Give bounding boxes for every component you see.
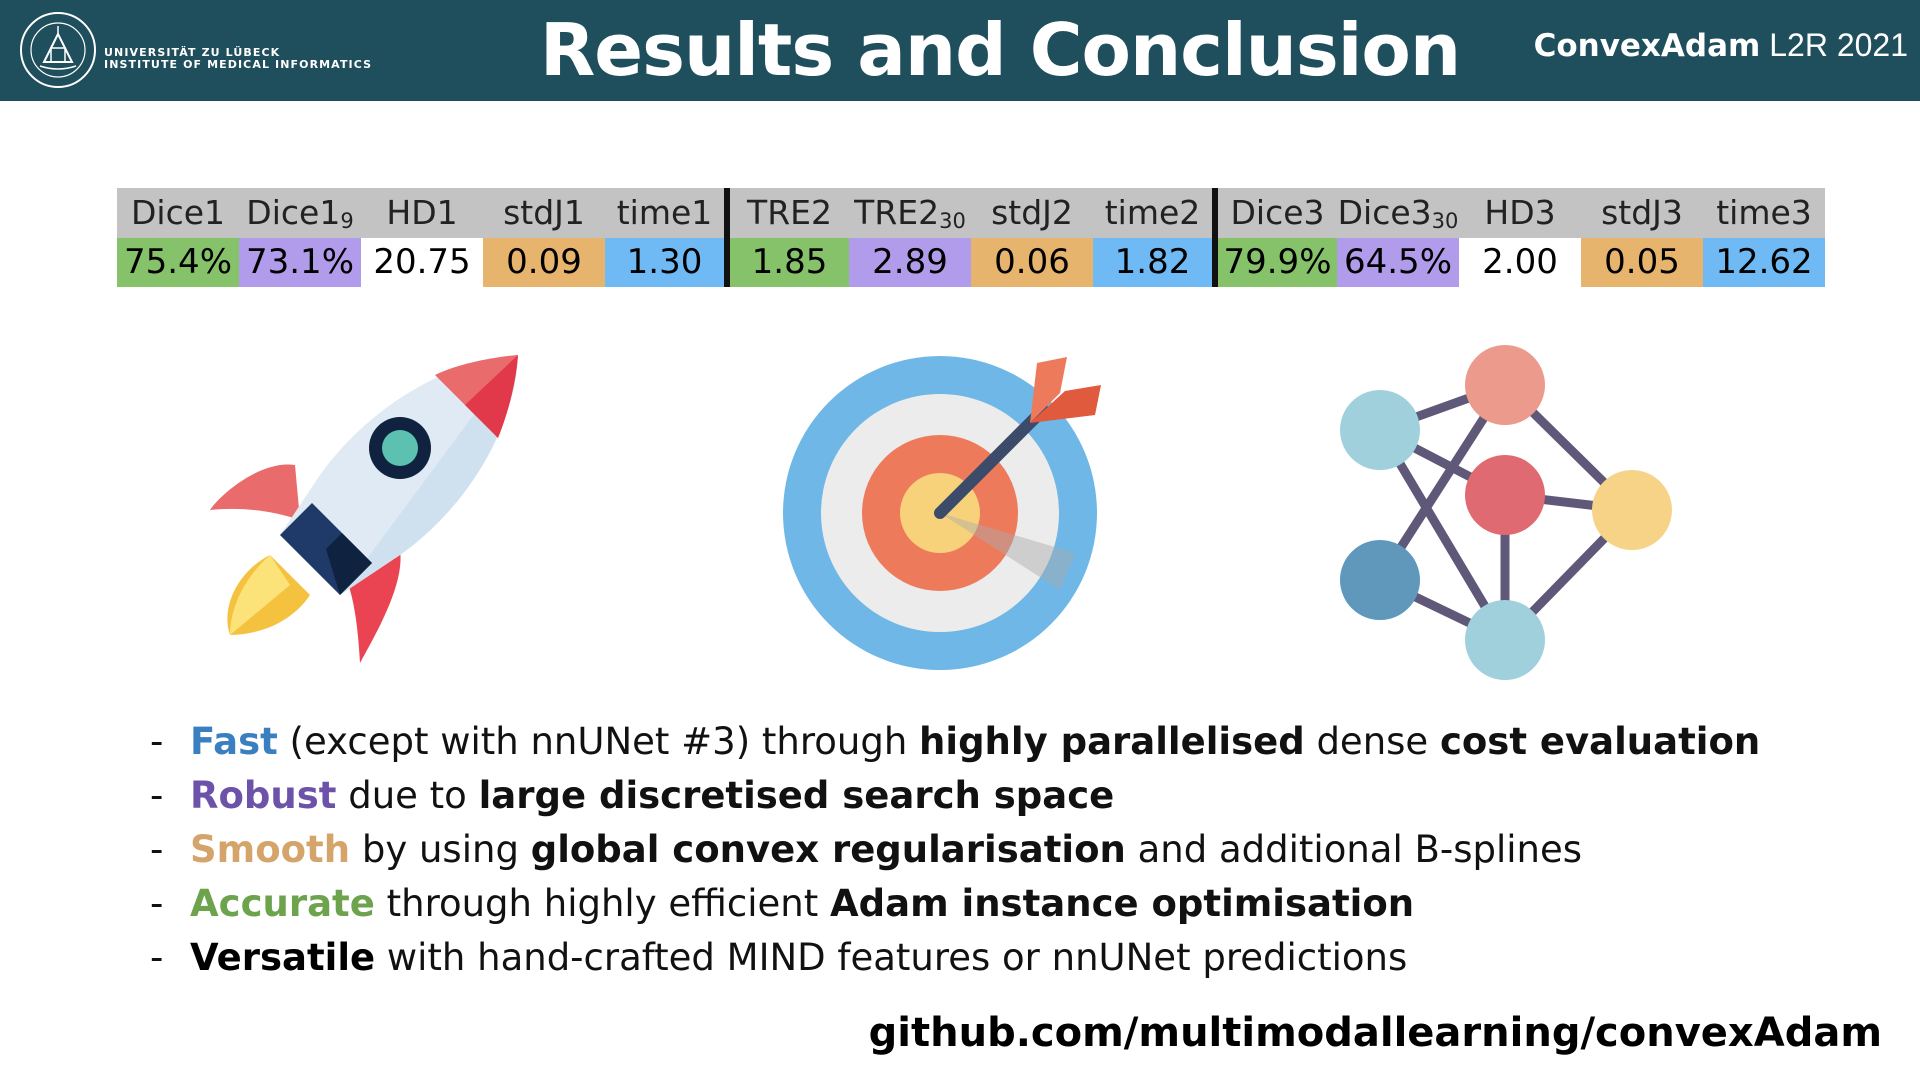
results-header-cell: HD1 xyxy=(361,188,483,238)
network-icon xyxy=(1330,340,1680,680)
header-label: Dice3 xyxy=(1337,192,1432,232)
page-title: Results and Conclusion xyxy=(539,8,1461,92)
results-header-cell: Dice330 xyxy=(1337,188,1459,238)
university-name: UNIVERSITÄT ZU LÜBECK INSTITUTE OF MEDIC… xyxy=(104,47,372,71)
rocket-icon xyxy=(200,345,540,675)
github-link[interactable]: github.com/multimodallearning/convexAdam xyxy=(868,1010,1882,1056)
brand-label: ConvexAdam L2R 2021 xyxy=(1534,27,1908,64)
bullet-dash: - xyxy=(150,882,164,925)
keyword-accurate: Accurate xyxy=(190,882,375,925)
university-line-1: UNIVERSITÄT ZU LÜBECK xyxy=(104,46,281,59)
results-header-cell: time2 xyxy=(1093,188,1215,238)
header-label: HD3 xyxy=(1484,193,1556,233)
header-label: Dice3 xyxy=(1230,193,1325,233)
results-header-cell: stdJ1 xyxy=(483,188,605,238)
results-header-cell: stdJ2 xyxy=(971,188,1093,238)
header-label: stdJ1 xyxy=(503,193,585,233)
results-value-cell: 12.62 xyxy=(1703,237,1825,287)
results-header-cell: TRE2 xyxy=(724,188,849,238)
bullet-robust: - Robust due to large discretised search … xyxy=(150,769,1800,823)
bullet-text: with hand-crafted MIND features or nnUNe… xyxy=(375,936,1408,979)
bullet-emphasis: cost evaluation xyxy=(1439,720,1761,763)
university-seal-icon xyxy=(18,10,98,90)
bullet-smooth: - Smooth by using global convex regularis… xyxy=(150,823,1800,877)
bullet-accurate: - Accurate through highly efficient Adam … xyxy=(150,877,1800,931)
university-line-2: INSTITUTE OF MEDICAL INFORMATICS xyxy=(104,58,373,71)
bullet-emphasis: large discretised search space xyxy=(478,774,1115,817)
results-value-cell: 2.89 xyxy=(849,237,971,287)
results-header-cell: Dice1 xyxy=(117,188,239,238)
header-label: stdJ3 xyxy=(1601,193,1683,233)
bullet-fast: - Fast (except with nnUNet #3) through hi… xyxy=(150,715,1800,769)
results-header-cell: TRE230 xyxy=(849,188,971,238)
header-label: TRE2 xyxy=(854,192,940,232)
bullet-text: (except with nnUNet #3) through xyxy=(277,720,920,763)
bullet-dash: - xyxy=(150,774,164,817)
results-header-cell: time1 xyxy=(605,188,727,238)
header-label: Dice1 xyxy=(246,192,341,232)
header-label: time1 xyxy=(616,193,713,233)
header-label: stdJ2 xyxy=(991,193,1073,233)
results-value-cell: 20.75 xyxy=(361,237,483,287)
bullet-versatile: - Versatile with hand-crafted MIND featur… xyxy=(150,931,1800,985)
results-value-cell: 1.30 xyxy=(605,237,727,287)
header-label: TRE2 xyxy=(747,193,832,233)
target-icon xyxy=(775,345,1115,675)
brand-suffix: L2R 2021 xyxy=(1769,27,1908,63)
results-header-cell: Dice19 xyxy=(239,188,361,238)
results-value-cell: 1.85 xyxy=(724,237,849,287)
results-value-cell: 79.9% xyxy=(1212,237,1337,287)
results-value-cell: 75.4% xyxy=(117,237,239,287)
header-label: HD1 xyxy=(386,193,458,233)
results-header-cell: time3 xyxy=(1703,188,1825,238)
header-bar: UNIVERSITÄT ZU LÜBECK INSTITUTE OF MEDIC… xyxy=(0,0,1920,101)
header-label: time2 xyxy=(1104,193,1201,233)
bullet-dash: - xyxy=(150,720,164,763)
results-header-cell: HD3 xyxy=(1459,188,1581,238)
brand-name: ConvexAdam xyxy=(1533,28,1761,64)
bullet-emphasis: global convex regularisation xyxy=(530,828,1126,871)
keyword-smooth: Smooth xyxy=(190,828,351,871)
keyword-versatile: Versatile xyxy=(190,936,376,979)
header-label: Dice1 xyxy=(130,193,226,233)
results-value-cell: 2.00 xyxy=(1459,237,1581,287)
bullet-dash: - xyxy=(150,828,164,871)
bullet-emphasis: Adam instance optimisation xyxy=(830,882,1415,925)
results-value-row: 75.4% 73.1% 20.75 0.09 1.30 1.85 2.89 0.06 1.82 7… xyxy=(117,237,1825,287)
results-table: Dice1 Dice19 HD1 stdJ1 time1 TRE2 TRE230 stdJ2 t… xyxy=(117,188,1825,287)
results-value-cell: 73.1% xyxy=(239,237,361,287)
header-subscript: 30 xyxy=(1431,208,1459,233)
results-value-cell: 0.09 xyxy=(483,237,605,287)
bullet-text: dense xyxy=(1304,720,1440,763)
header-subscript: 30 xyxy=(939,208,966,233)
results-value-cell: 1.82 xyxy=(1093,237,1215,287)
results-header-cell: Dice3 xyxy=(1212,188,1337,238)
keyword-fast: Fast xyxy=(190,720,278,763)
bullet-text: due to xyxy=(336,774,479,817)
bullet-text: and additional B-splines xyxy=(1125,828,1583,871)
keyword-robust: Robust xyxy=(190,774,337,817)
results-header-cell: stdJ3 xyxy=(1581,188,1703,238)
conclusion-list: - Fast (except with nnUNet #3) through hi… xyxy=(150,715,1800,985)
bullet-text: by using xyxy=(350,828,531,871)
results-header-row: Dice1 Dice19 HD1 stdJ1 time1 TRE2 TRE230 stdJ2 t… xyxy=(117,188,1825,238)
bullet-text: through highly efficient xyxy=(374,882,830,925)
bullet-dash: - xyxy=(150,936,164,979)
header-label: time3 xyxy=(1716,193,1812,233)
header-subscript: 9 xyxy=(340,208,354,233)
results-value-cell: 0.06 xyxy=(971,237,1093,287)
bullet-emphasis: highly parallelised xyxy=(919,720,1305,763)
results-value-cell: 0.05 xyxy=(1581,237,1703,287)
results-value-cell: 64.5% xyxy=(1337,237,1459,287)
